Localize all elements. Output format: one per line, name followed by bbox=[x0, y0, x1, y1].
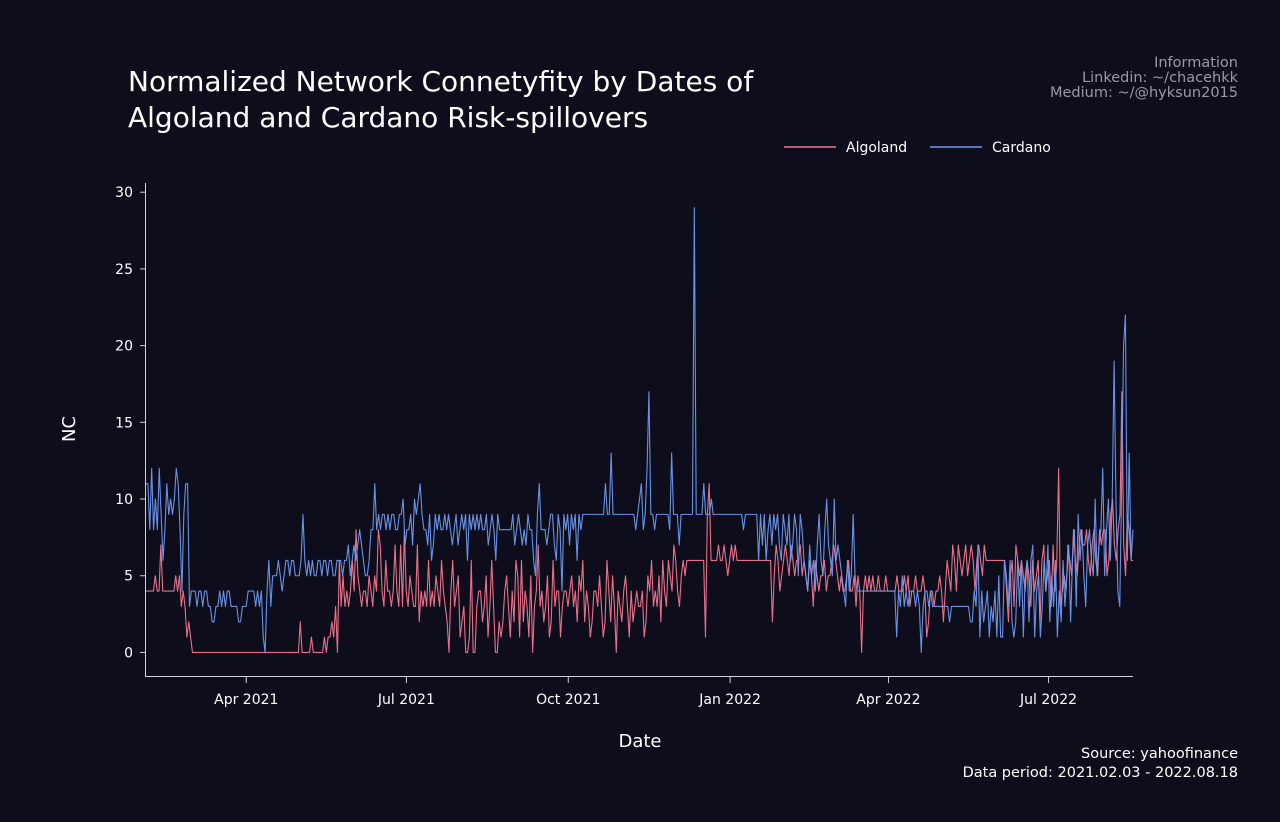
series-lines bbox=[146, 207, 1134, 654]
info-annotation: Information Linkedin: ~/chacehkk Medium:… bbox=[1050, 55, 1239, 101]
legend-label-cardano: Cardano bbox=[992, 140, 1051, 156]
chart-title-line-1: Normalized Network Connetyfity by Dates … bbox=[128, 65, 754, 98]
chart-title: Normalized Network Connetyfity by Dates … bbox=[128, 65, 754, 134]
x-tick-label: Jan 2022 bbox=[698, 692, 761, 708]
source-annotation: Source: yahoofinance Data period: 2021.0… bbox=[963, 746, 1238, 781]
x-ticks: Apr 2021 Jul 2021 Oct 2021 Jan 2022 Apr 2022… bbox=[214, 677, 1077, 708]
source-line: Source: yahoofinance bbox=[1081, 746, 1238, 762]
chart-title-line-2: Algoland and Cardano Risk-spillovers bbox=[128, 101, 648, 134]
info-heading: Information bbox=[1154, 55, 1238, 71]
info-medium: Medium: ~/@hyksun2015 bbox=[1050, 85, 1238, 101]
y-tick-label: 30 bbox=[115, 185, 133, 201]
y-axis-title: NC bbox=[59, 416, 80, 442]
x-tick-label: Apr 2022 bbox=[856, 692, 920, 708]
data-period-line: Data period: 2021.02.03 - 2022.08.18 bbox=[963, 765, 1238, 781]
info-linkedin: Linkedin: ~/chacehkk bbox=[1082, 70, 1239, 86]
plot-area: 0 5 10 15 20 25 30 Apr 2021 Jul 2021 Oct 2021 Jan… bbox=[115, 183, 1134, 708]
series-line-algoland[interactable] bbox=[146, 391, 1133, 654]
x-tick-label: Jul 2022 bbox=[1019, 692, 1077, 708]
y-tick-label: 15 bbox=[115, 415, 133, 431]
legend-label-algoland: Algoland bbox=[846, 140, 907, 156]
series-line-cardano[interactable] bbox=[146, 207, 1134, 654]
y-tick-label: 0 bbox=[124, 645, 133, 661]
x-tick-label: Jul 2021 bbox=[377, 692, 435, 708]
y-tick-label: 25 bbox=[115, 262, 133, 278]
x-tick-label: Apr 2021 bbox=[214, 692, 278, 708]
y-tick-label: 20 bbox=[115, 339, 133, 355]
legend-item-algoland[interactable]: Algoland bbox=[784, 140, 907, 156]
y-tick-label: 10 bbox=[115, 492, 133, 508]
y-ticks: 0 5 10 15 20 25 30 bbox=[115, 185, 146, 661]
x-tick-label: Oct 2021 bbox=[536, 692, 600, 708]
x-axis-title: Date bbox=[618, 731, 661, 752]
legend[interactable]: Algoland Cardano bbox=[784, 140, 1051, 156]
y-tick-label: 5 bbox=[124, 569, 133, 585]
legend-item-cardano[interactable]: Cardano bbox=[930, 140, 1051, 156]
